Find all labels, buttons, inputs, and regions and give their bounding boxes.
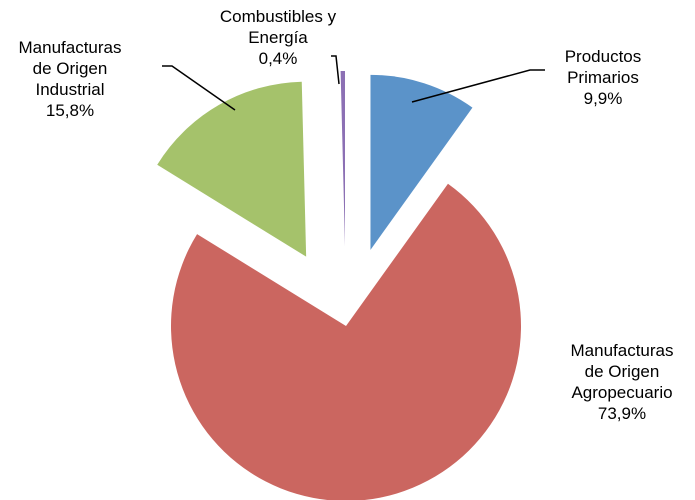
label-line: Productos [565,47,642,66]
leader-line [331,55,340,85]
value-label: 9,9% [584,89,623,108]
pie-slice [157,81,307,257]
pie-slice [171,183,521,500]
label-line: Manufacturas [19,38,122,57]
leader-line [411,69,545,103]
leader-line [162,65,236,111]
slice-label: Combustibles y Energía 0,4% [220,7,337,68]
label-line: Primarios [567,68,639,87]
pie-slice [340,71,345,247]
value-label: 0,4% [259,49,298,68]
value-label: 73,9% [598,404,646,423]
slice-label: Manufacturas de Origen Agropecuario 73,9% [571,341,674,423]
label-line: de Origen [585,362,660,381]
label-line: de Origen [33,59,108,78]
label-line: Combustibles y [220,7,337,26]
pie-slice [370,74,473,250]
value-label: 15,8% [46,101,94,120]
slice-label: Productos Primarios 9,9% [565,47,642,108]
label-line: Manufacturas [571,341,674,360]
label-line: Industrial [36,80,105,99]
slice-label: Manufacturas de Origen Industrial 15,8% [19,38,122,120]
label-line: Energía [248,28,308,47]
label-line: Agropecuario [571,383,672,402]
